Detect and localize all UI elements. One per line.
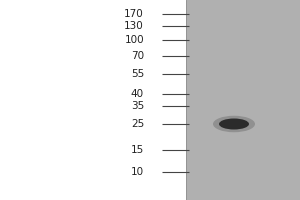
- Text: 55: 55: [131, 69, 144, 79]
- Ellipse shape: [219, 118, 249, 130]
- Text: 130: 130: [124, 21, 144, 31]
- Text: 35: 35: [131, 101, 144, 111]
- Text: 70: 70: [131, 51, 144, 61]
- Text: 100: 100: [124, 35, 144, 45]
- FancyBboxPatch shape: [186, 0, 300, 200]
- Text: 25: 25: [131, 119, 144, 129]
- Text: 40: 40: [131, 89, 144, 99]
- Text: 15: 15: [131, 145, 144, 155]
- Text: 10: 10: [131, 167, 144, 177]
- Ellipse shape: [213, 116, 255, 132]
- Text: 170: 170: [124, 9, 144, 19]
- FancyBboxPatch shape: [0, 0, 186, 200]
